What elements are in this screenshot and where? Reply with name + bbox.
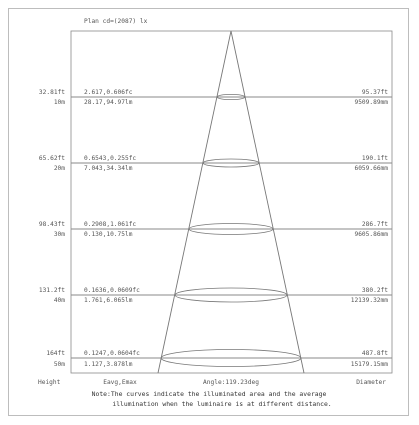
height-value: 10m xyxy=(54,99,65,106)
note-line-1: Note:The curves indicate the illuminated… xyxy=(92,390,327,398)
header-label: Plan cd=(2087) lx xyxy=(84,18,148,25)
diameter-column-label: Diameter xyxy=(356,379,386,386)
left-value: 164ft xyxy=(46,350,65,357)
lux-line: 2.617,0.606fc xyxy=(84,89,133,96)
lux-line: 0.2908,1.061fc xyxy=(84,221,136,228)
lux-line-2: 1.127,3.878lm xyxy=(84,361,133,368)
diameter-m: 6059.66mm xyxy=(354,165,388,172)
lux-column-label: Eavg,Emax xyxy=(103,379,137,386)
lux-line-2: 28.17,94.97lm xyxy=(84,99,133,106)
lux-line-2: 1.761,6.065lm xyxy=(84,297,133,304)
illumination-ellipse-40m xyxy=(174,287,288,303)
left-value: 98.43ft xyxy=(39,221,65,228)
diameter-ft: 95.37ft xyxy=(362,89,388,96)
row-40m: 131.2ft 40m 0.1636,0.0609fc 1.761,6.065l… xyxy=(39,287,388,304)
diameter-m: 9605.86mm xyxy=(354,231,388,238)
lux-line: 0.1247,0.0604fc xyxy=(84,350,140,357)
height-value: 20m xyxy=(54,165,65,172)
left-value: 131.2ft xyxy=(39,287,65,294)
diameter-m: 15179.15mm xyxy=(351,361,389,368)
illumination-ellipse-10m xyxy=(216,94,246,101)
illumination-ellipse-20m xyxy=(202,158,260,168)
lux-line-2: 7.043,34.34lm xyxy=(84,165,133,172)
beam-edge-right xyxy=(230,30,305,374)
angle-label: Angle:119.23deg xyxy=(203,379,259,386)
illumination-ellipse-30m xyxy=(188,223,274,235)
left-value: 32.81ft xyxy=(39,89,65,96)
distance-lines xyxy=(71,96,392,359)
row-20m: 65.62ft 20m 0.6543,0.255fc 7.043,34.34lm… xyxy=(39,155,388,172)
beam-edge-left xyxy=(157,30,232,374)
plot-box xyxy=(70,30,393,374)
lux-line: 0.6543,0.255fc xyxy=(84,155,136,162)
diameter-ft: 286.7ft xyxy=(362,221,388,228)
height-column-label: Height xyxy=(38,379,61,386)
row-30m: 98.43ft 30m 0.2908,1.061fc 0.130,10.75lm… xyxy=(39,221,388,238)
lux-line-2: 0.130,10.75lm xyxy=(84,231,133,238)
row-10m: 32.81ft 10m 2.617,0.606fc 28.17,94.97lm … xyxy=(39,89,388,106)
figure-frame xyxy=(8,8,409,416)
height-value: 40m xyxy=(54,297,65,304)
left-value: 65.62ft xyxy=(39,155,65,162)
footer-labels: Height Eavg,Emax Angle:119.23deg Diamete… xyxy=(38,379,386,386)
note-line-2: illumination when the luminaire is at di… xyxy=(112,400,331,408)
height-value: 30m xyxy=(54,231,65,238)
height-value: 50m xyxy=(54,361,65,368)
diameter-ft: 380.2ft xyxy=(362,287,388,294)
diameter-ft: 487.8ft xyxy=(362,350,388,357)
diameter-ft: 190.1ft xyxy=(362,155,388,162)
row-50m: 164ft 50m 0.1247,0.0604fc 1.127,3.878lm … xyxy=(46,350,388,368)
illumination-ellipse-50m xyxy=(160,349,302,367)
diameter-m: 12139.32mm xyxy=(351,297,389,304)
diameter-m: 9509.89mm xyxy=(354,99,388,106)
lux-line: 0.1636,0.0609fc xyxy=(84,287,140,294)
beam-cone xyxy=(157,30,305,374)
